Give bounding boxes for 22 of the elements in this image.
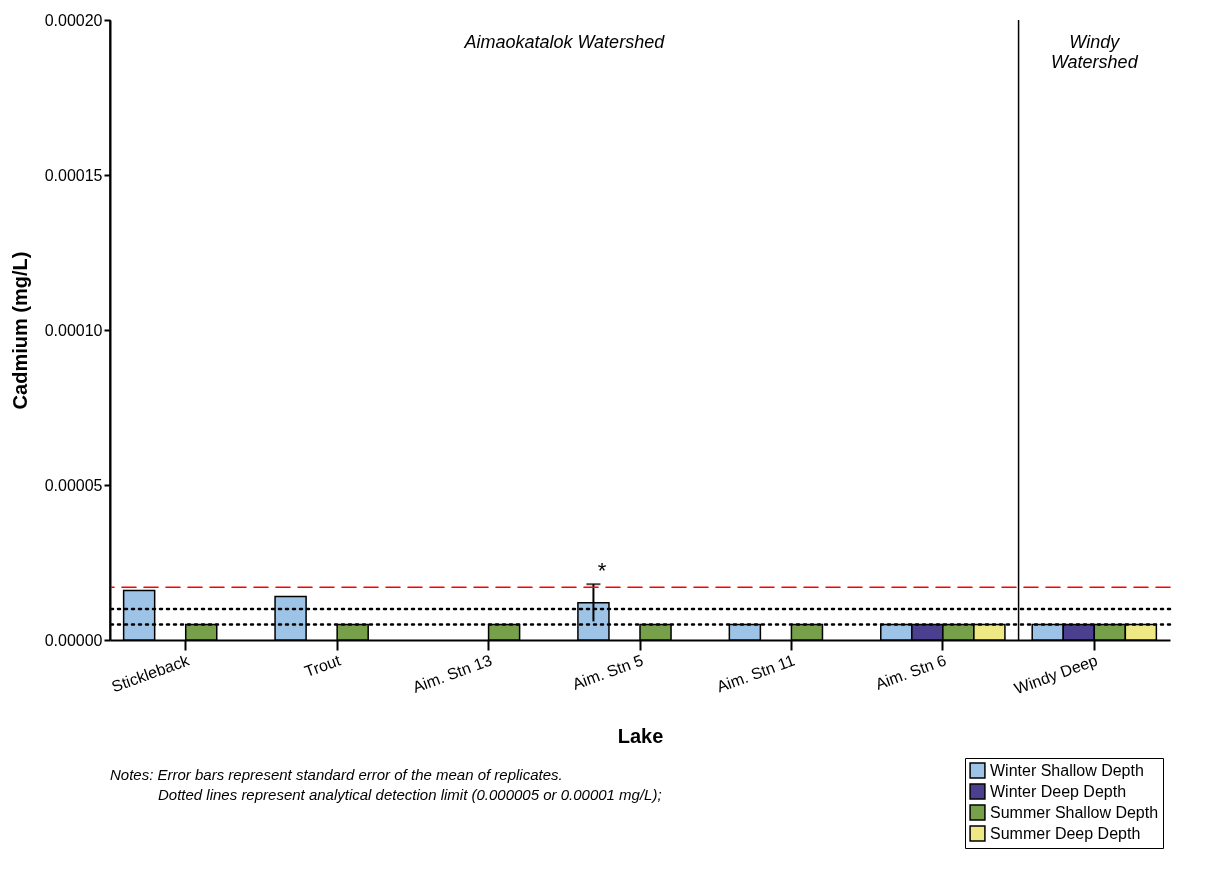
y-axis-title: Cadmium (mg/L) <box>8 251 31 410</box>
x-tick-label: Aim. Stn 6 <box>873 651 949 693</box>
annotation: Windy Watershed <box>1050 32 1139 72</box>
x-tick-label: Aim. Stn 5 <box>570 651 646 693</box>
x-axis-title: Lake <box>617 725 664 748</box>
y-tick-label: 0.00020 <box>44 11 103 29</box>
x-tick-label: Aim. Stn 11 <box>714 651 797 696</box>
text: Notes: Error bars represent standard error of the mean of replicates. <box>110 766 563 783</box>
text: Dotted lines represent analytical detection limit (0.000005 or 0.00001 mg/L); <box>158 786 662 803</box>
y-tick-label: 0.00015 <box>44 166 103 184</box>
legend-label: Winter Deep Depth <box>990 782 1127 800</box>
legend-label: Summer Deep Depth <box>990 824 1141 842</box>
y-tick-label: 0.00010 <box>44 321 103 339</box>
x-tick-label: Aim. Stn 13 <box>410 651 495 696</box>
annotation: * <box>597 557 607 583</box>
x-tick-label: Windy Deep <box>1012 651 1100 698</box>
y-tick-label: 0.00005 <box>44 476 103 494</box>
annotation: Aimaokatalok Watershed <box>463 32 666 52</box>
legend-label: Winter Shallow Depth <box>990 761 1144 779</box>
y-tick-label: 0.00000 <box>44 631 103 649</box>
x-tick-label: Trout <box>302 651 344 681</box>
legend-label: Summer Shallow Depth <box>990 803 1159 821</box>
